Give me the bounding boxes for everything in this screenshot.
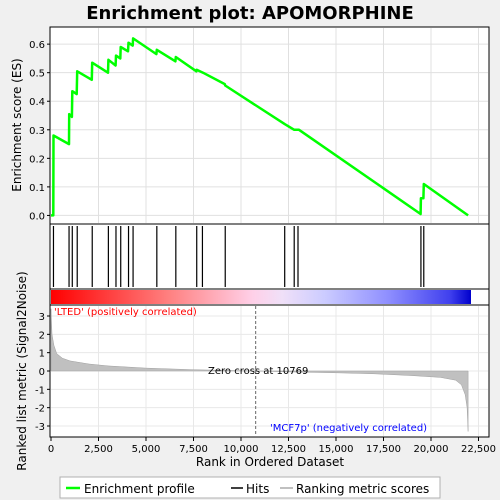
es-gridlines: [51, 28, 488, 223]
metric-y-tick-label: 1: [39, 349, 45, 360]
es-y-tick-label: 0.4: [29, 97, 45, 108]
metric-x-tick-label: 20,000: [414, 444, 449, 455]
metric-y-tick-label: -1: [35, 385, 45, 396]
enrichment-profile-line: [51, 37, 469, 217]
metric-x-axis-label: Rank in Ordered Dataset: [196, 455, 344, 469]
legend-hits-label: Hits: [246, 482, 269, 496]
metric-x-tick-label: 5,000: [132, 444, 161, 455]
legend-enrichment-label: Enrichment profile: [84, 482, 195, 496]
metric-x-axis: 0 2,500 5,000 7,500 10,000 12,500 15,000 17,500…: [48, 437, 496, 455]
hit-markers: [52, 226, 425, 287]
ranking-metric-area: [50, 308, 469, 432]
metric-x-tick-label: 2,500: [84, 444, 113, 455]
metric-y-axis: 3 2 1 0 -1 -2 -3: [35, 312, 50, 433]
metric-x-tick-label: 22,500: [461, 444, 496, 455]
es-y-tick-label: 0.5: [29, 69, 45, 80]
metric-y-axis-label: Ranked list metric (Signal2Noise): [15, 271, 29, 470]
legend: Enrichment profile Hits Ranking metric s…: [59, 476, 441, 499]
metric-y-tick-label: 2: [39, 330, 45, 341]
es-plot-area: [49, 26, 490, 225]
es-y-tick-label: 0.2: [29, 154, 45, 165]
legend-metric-label: Ranking metric scores: [296, 482, 429, 496]
metric-y-tick-label: 0: [39, 367, 45, 378]
es-y-tick-label: 0.0: [29, 211, 45, 222]
metric-y-tick-label: -3: [35, 422, 45, 433]
hits-panel: [49, 223, 490, 290]
metric-y-tick-label: 3: [39, 312, 45, 323]
metric-x-tick-label: 15,000: [319, 444, 354, 455]
legend-box: [59, 476, 441, 499]
es-y-tick-label: 0.1: [29, 183, 45, 194]
metric-x-tick-label: 12,500: [271, 444, 306, 455]
metric-x-tick-label: 7,500: [179, 444, 208, 455]
chart-title: Enrichment plot: APOMORPHINE: [86, 3, 414, 24]
metric-x-tick-label: 17,500: [366, 444, 401, 455]
metric-x-tick-label: 10,000: [224, 444, 259, 455]
es-y-axis: 0.0 0.1 0.2 0.3 0.4 0.5 0.6: [29, 40, 50, 222]
metric-x-tick-label: 0: [48, 444, 54, 455]
metric-y-tick-label: -2: [35, 404, 45, 415]
rank-heatmap-bar: [51, 290, 471, 304]
zero-cross-label: Zero cross at 10769: [208, 366, 308, 377]
es-y-tick-label: 0.3: [29, 126, 45, 137]
es-y-axis-label: Enrichment score (ES): [10, 58, 24, 191]
negative-correlation-label: 'MCF7p' (negatively correlated): [270, 423, 427, 434]
positive-correlation-label: 'LTED' (positively correlated): [54, 307, 197, 318]
es-y-tick-label: 0.6: [29, 40, 45, 51]
